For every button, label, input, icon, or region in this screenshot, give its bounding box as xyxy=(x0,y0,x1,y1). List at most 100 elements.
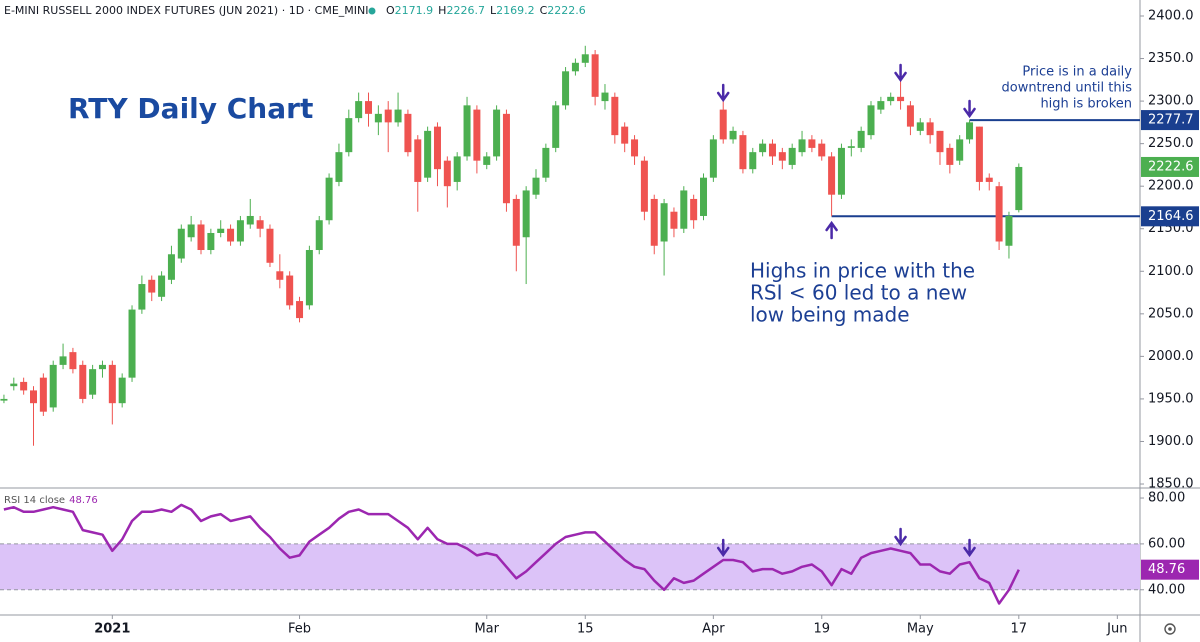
candle-body xyxy=(532,177,540,195)
x-tick-label: Apr xyxy=(702,622,725,637)
candle-body xyxy=(975,126,983,182)
y-tick-label: 2050.0 xyxy=(1148,306,1194,321)
candle-body xyxy=(365,101,373,114)
candle-body xyxy=(798,139,806,153)
candle-body xyxy=(296,301,304,319)
arrow xyxy=(716,538,730,558)
candle-body xyxy=(591,54,599,97)
candle-body xyxy=(236,220,244,242)
candle-body xyxy=(473,109,481,161)
candle-body xyxy=(640,160,648,212)
candle-body xyxy=(246,215,254,225)
last-price-tag-bg xyxy=(1141,156,1199,177)
candle-body xyxy=(847,146,855,148)
candle-body xyxy=(10,383,18,387)
ohlc-value: 2171.9 xyxy=(395,4,434,17)
y-tick-label: 2350.0 xyxy=(1148,51,1194,66)
candle-body xyxy=(315,220,323,251)
candle-body xyxy=(966,122,974,140)
settings-icon-center xyxy=(1168,627,1172,631)
annotation-note: Highs in price with the xyxy=(750,259,975,283)
resistance-tag: 2277.7 xyxy=(1148,113,1194,128)
annotation-note: RSI < 60 led to a new xyxy=(750,281,967,305)
header-ohlc: O2171.9 H2226.7 L2169.2 C2222.6 xyxy=(386,4,586,17)
rsi-legend: RSI 14 close 48.76 xyxy=(4,495,98,506)
arrow xyxy=(963,99,976,119)
y-tick-label: 2000.0 xyxy=(1148,349,1194,364)
candle-body xyxy=(857,130,865,148)
candle-body xyxy=(138,284,146,310)
x-tick-label: 2021 xyxy=(94,622,130,637)
candle-body xyxy=(562,71,570,106)
candle-body xyxy=(719,109,727,140)
y-tick-label: 2100.0 xyxy=(1148,264,1194,279)
candle-body xyxy=(227,228,235,242)
candle-body xyxy=(167,254,175,280)
candle-body xyxy=(818,143,826,157)
y-tick-label: 1950.0 xyxy=(1148,391,1194,406)
ohlc-value: 2226.7 xyxy=(446,4,485,17)
candle-body xyxy=(778,152,786,161)
candle-body xyxy=(611,96,619,136)
support-tag: 2164.6 xyxy=(1148,209,1194,224)
candle-body xyxy=(493,109,501,157)
candle-body xyxy=(98,364,106,370)
candle-body xyxy=(207,232,215,251)
candle-body xyxy=(581,54,589,63)
rsi-band xyxy=(0,543,1140,590)
candle-body xyxy=(729,130,737,140)
arrow xyxy=(894,527,907,547)
candle-body xyxy=(709,139,717,178)
candle-body xyxy=(522,190,530,238)
candle-body xyxy=(59,356,67,365)
resistance-tag-bg xyxy=(1141,110,1199,131)
candle-body xyxy=(89,369,97,395)
ohlc-label: C xyxy=(540,4,548,17)
candle-body xyxy=(897,96,905,102)
annotation-downtrend: downtrend until this xyxy=(1001,81,1132,96)
rsi-tag: 48.76 xyxy=(1148,562,1185,577)
candle-body xyxy=(768,143,776,157)
rsi-tag-bg xyxy=(1141,559,1199,580)
header: E-MINI RUSSELL 2000 INDEX FUTURES (JUN 2… xyxy=(4,4,369,17)
candle-body xyxy=(877,101,885,110)
annotation-title: RTY Daily Chart xyxy=(68,92,313,125)
y-tick-label: 2300.0 xyxy=(1148,94,1194,109)
rsi-y-tick-label: 80.00 xyxy=(1148,491,1185,506)
candle-body xyxy=(128,309,136,378)
candle-body xyxy=(660,203,668,242)
candle-body xyxy=(837,147,845,195)
candle-body xyxy=(39,377,47,412)
candle-body xyxy=(256,220,264,229)
candle-body xyxy=(887,96,895,102)
candle-body xyxy=(286,275,294,306)
settings-icon[interactable] xyxy=(1164,623,1176,635)
candle-body xyxy=(148,279,156,293)
rsi-line xyxy=(3,503,1020,605)
candle-body xyxy=(443,160,451,187)
candle-body xyxy=(985,177,993,182)
candle-body xyxy=(956,139,964,161)
rsi-y-tick-label: 60.00 xyxy=(1148,536,1185,551)
candle-body xyxy=(680,190,688,229)
candle-body xyxy=(749,152,757,170)
candle-body xyxy=(177,228,185,259)
candle-body xyxy=(502,113,510,204)
x-tick-label: 15 xyxy=(577,622,594,637)
candle-body xyxy=(995,186,1003,242)
candle-body xyxy=(631,139,639,157)
candle-body xyxy=(355,101,363,119)
x-tick-label: Jun xyxy=(1106,622,1127,637)
candle-body xyxy=(374,113,382,123)
candle-body xyxy=(384,109,392,123)
annotation-downtrend: Price is in a daily xyxy=(1022,65,1132,80)
candle-body xyxy=(601,92,609,102)
x-tick-label: Feb xyxy=(288,622,311,637)
candle-body xyxy=(946,147,954,165)
candle-body xyxy=(828,156,836,195)
candle-body xyxy=(483,156,491,165)
candle-body xyxy=(197,224,205,251)
candle-body xyxy=(404,113,412,153)
candle-body xyxy=(867,105,875,136)
